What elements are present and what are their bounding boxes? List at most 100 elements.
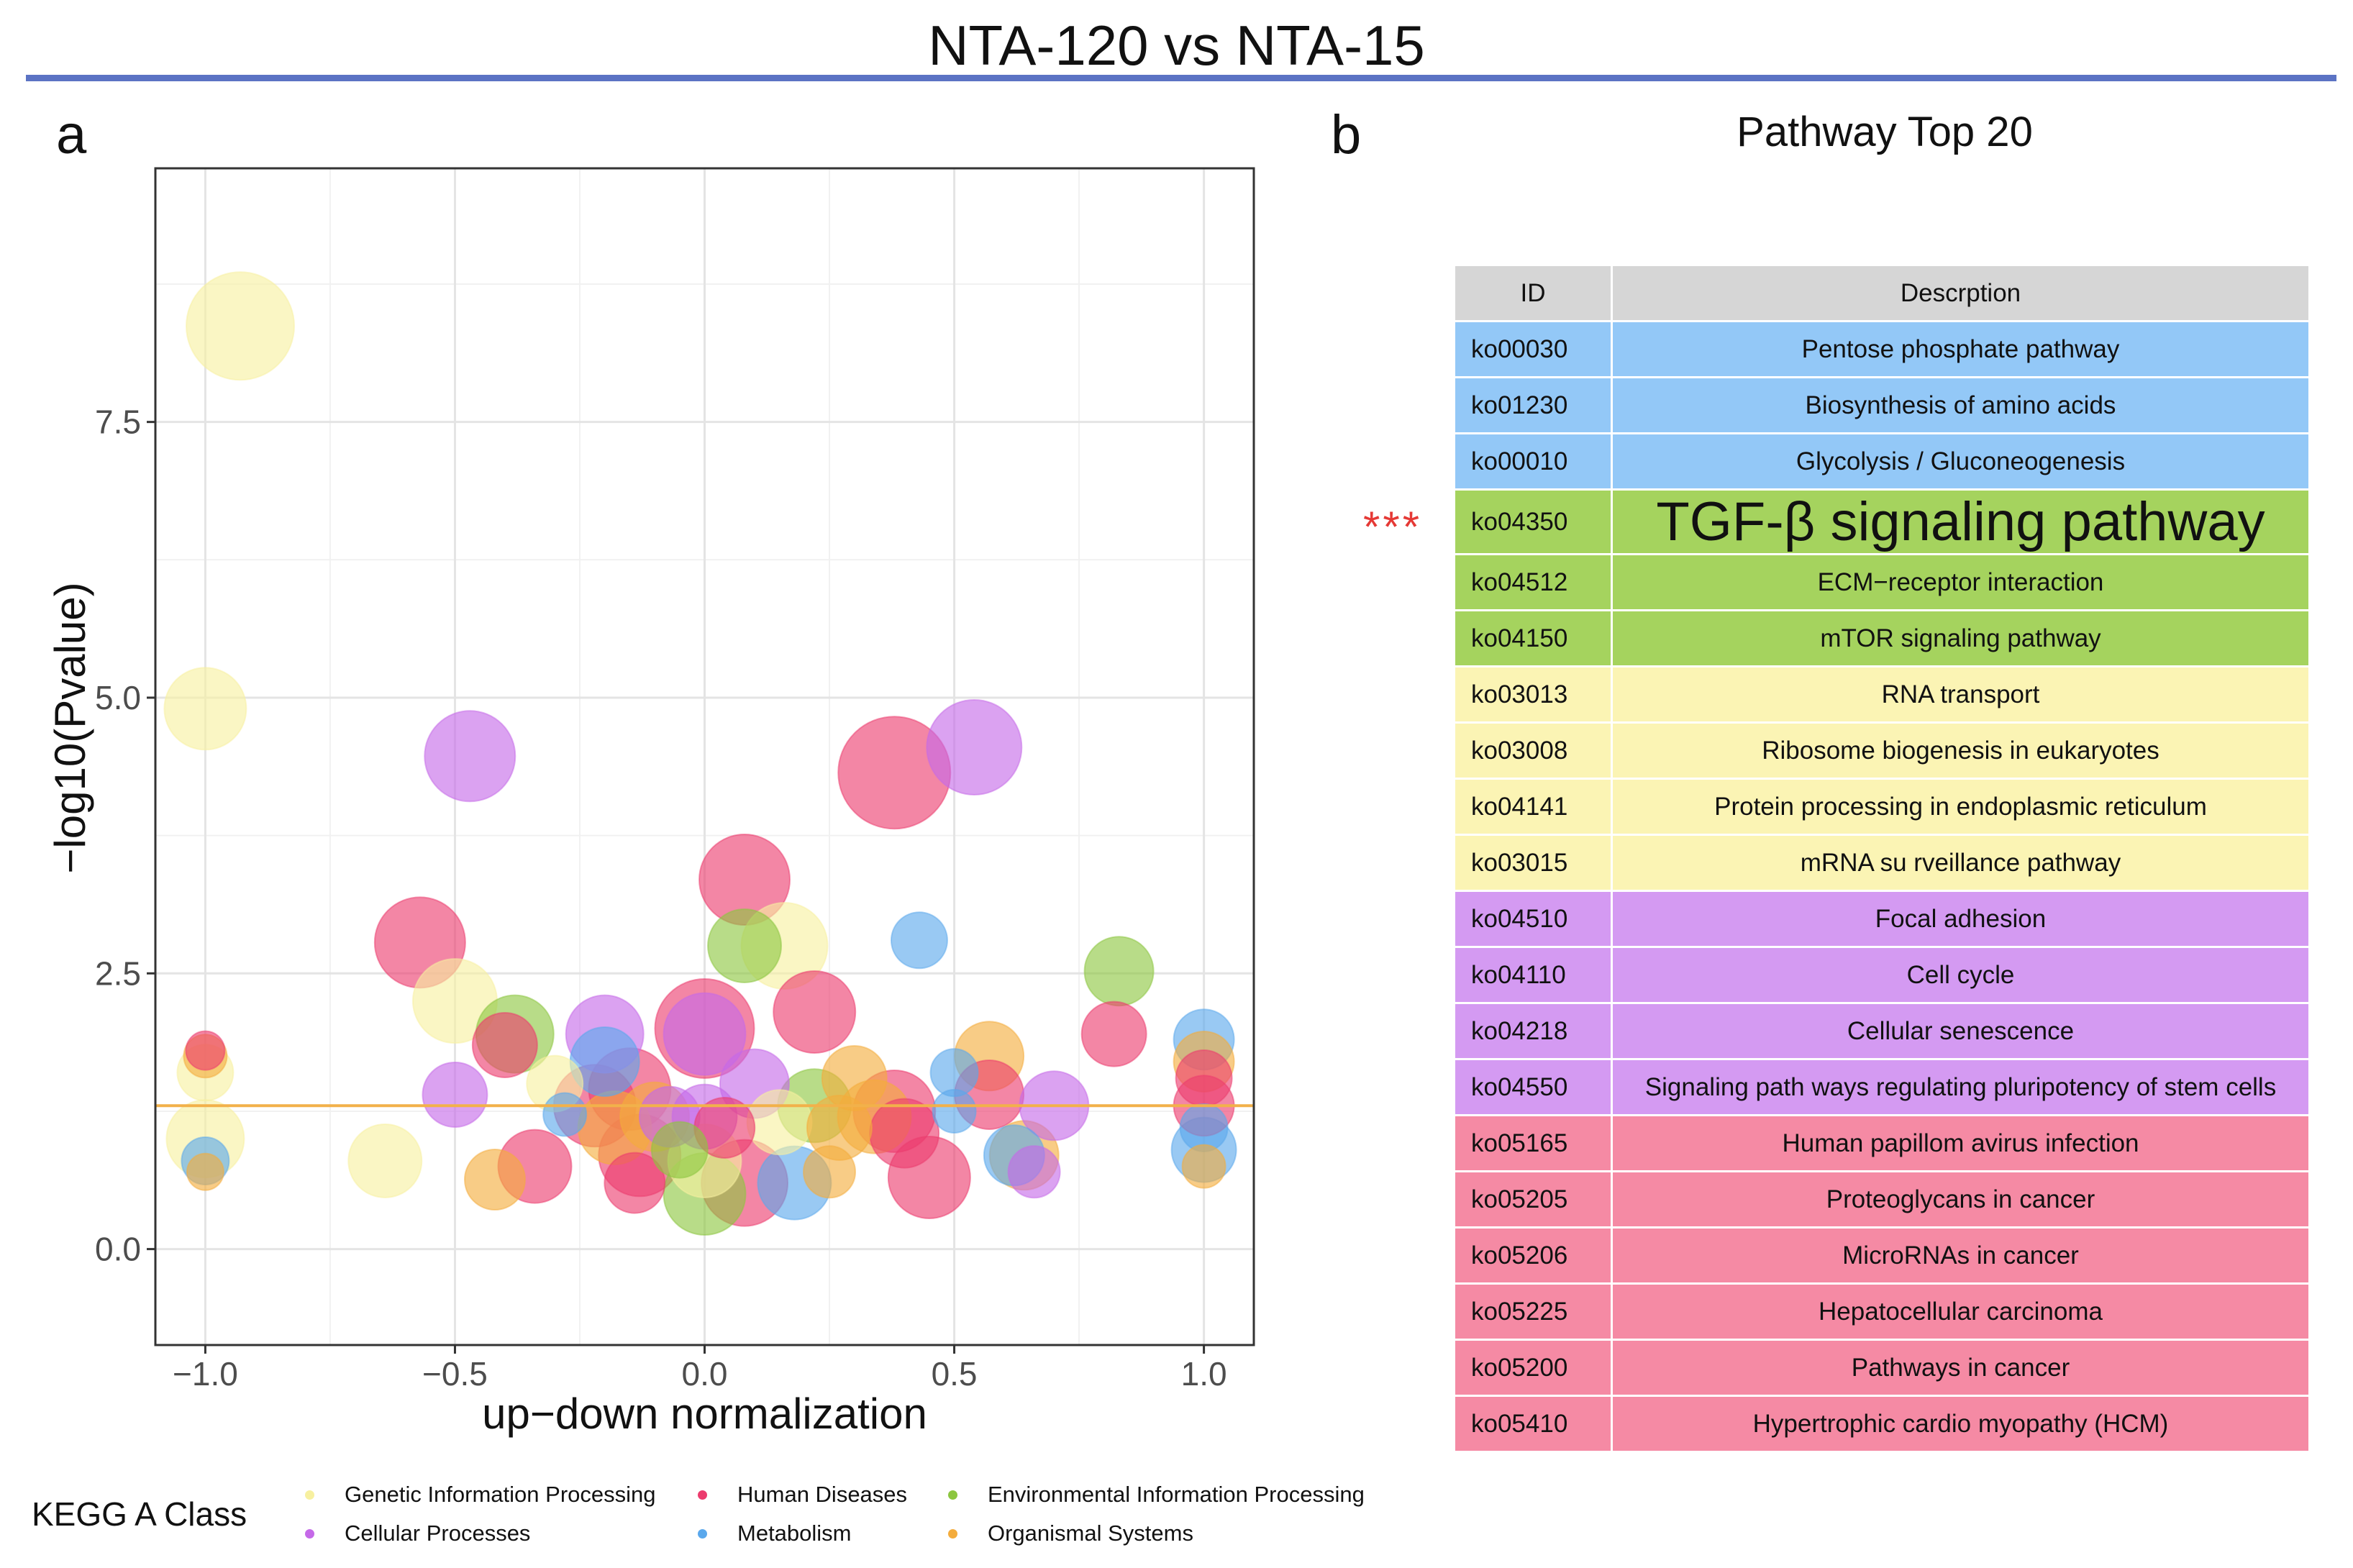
y-tick-label: 0.0 (95, 1231, 141, 1268)
y-tick-label: 2.5 (95, 954, 141, 992)
header-id: ID (1453, 264, 1613, 322)
table-row: ko05165 Human papillom avirus infection (1453, 1114, 2311, 1172)
pathway-id: ko04510 (1453, 890, 1613, 948)
legend-label: Organismal Systems (988, 1521, 1193, 1546)
pathway-table: ID Descrption ko00030 Pentose phosphate p… (1453, 264, 2311, 1453)
pathway-id: ko03013 (1453, 665, 1613, 724)
table-row: ko05200 Pathways in cancer (1453, 1339, 2311, 1397)
data-point (803, 1145, 857, 1199)
pathway-description: Glycolysis / Gluconeogenesis (1611, 432, 2311, 491)
legend-swatch (698, 1528, 707, 1539)
data-point (163, 667, 247, 751)
panel-a-label: a (56, 104, 87, 165)
pathway-id: ko04350 (1453, 488, 1613, 555)
axis-layer: −1.0 −0.5 0.0 0.5 1.0 0.0 2.5 5.0 7.5 up−down nor… (46, 404, 1227, 1438)
x-tick-label: −1.0 (173, 1355, 238, 1392)
data-point (185, 271, 295, 381)
pathway-id: ko05205 (1453, 1170, 1613, 1229)
y-tick-label: 7.5 (95, 404, 141, 441)
table-row: ko05206 MicroRNAs in cancer (1453, 1226, 2311, 1285)
pathway-description: Pathways in cancer (1611, 1339, 2311, 1397)
bubble-chart: −1.0 −0.5 0.0 0.5 1.0 0.0 2.5 5.0 7.5 up−down nor… (46, 167, 1255, 1438)
data-point (926, 698, 1023, 796)
pathway-description: ECM−receptor interaction (1611, 553, 2311, 611)
table-row: ko04550 Signaling path ways regulating pl… (1453, 1058, 2311, 1116)
pathway-description: Biosynthesis of amino acids (1611, 376, 2311, 434)
data-point (347, 1123, 423, 1198)
table-row: ko04110 Cell cycle (1453, 946, 2311, 1004)
data-point (746, 1089, 813, 1156)
legend-swatch (305, 1490, 314, 1500)
pathway-id: ko03015 (1453, 834, 1613, 892)
table-row: ko01230 Biosynthesis of amino acids (1453, 376, 2311, 434)
table-row: ko05205 Proteoglycans in cancer (1453, 1170, 2311, 1229)
data-point (463, 1149, 526, 1211)
data-point (186, 1152, 224, 1191)
pathway-description: Focal adhesion (1611, 890, 2311, 948)
x-tick-label: 0.0 (682, 1355, 728, 1392)
pathway-id: ko04512 (1453, 553, 1613, 611)
table-row: ko05410 Hypertrophic cardio myopathy (HCM… (1453, 1395, 2311, 1453)
pathway-id: ko04110 (1453, 946, 1613, 1004)
data-point (604, 1152, 666, 1214)
legend-item: Genetic Information Processing (305, 1482, 656, 1508)
legend-item: Organismal Systems (948, 1521, 1193, 1546)
pathway-description: Hypertrophic cardio myopathy (HCM) (1611, 1395, 2311, 1453)
data-point (185, 1030, 226, 1071)
pathway-id: ko05225 (1453, 1282, 1613, 1341)
data-point (707, 908, 783, 983)
legend-item: Cellular Processes (305, 1521, 530, 1546)
pathway-id: ko03008 (1453, 721, 1613, 780)
table-row: ko04512 ECM−receptor interaction (1453, 553, 2311, 611)
legend-swatch (948, 1490, 957, 1500)
data-point (650, 1121, 709, 1179)
table-row: ko04350 TGF-β signaling pathway (1453, 488, 2311, 555)
pathway-description: Signaling path ways regulating pluripote… (1611, 1058, 2311, 1116)
pathway-id: ko04218 (1453, 1002, 1613, 1060)
table-row: ko04141 Protein processing in endoplasmic… (1453, 778, 2311, 836)
pathway-description: Human papillom avirus infection (1611, 1114, 2311, 1172)
table-row: ko05225 Hepatocellular carcinoma (1453, 1282, 2311, 1341)
legend-label: Genetic Information Processing (345, 1482, 656, 1507)
legend-title: KEGG A Class (32, 1495, 247, 1533)
x-axis-label: up−down normalization (482, 1390, 927, 1438)
pathway-id: ko04550 (1453, 1058, 1613, 1116)
title-rule (26, 75, 2336, 81)
pathway-description: Cellular senescence (1611, 1002, 2311, 1060)
highlight-marker: *** (1363, 503, 1423, 551)
points-layer (163, 271, 1237, 1236)
data-point (663, 992, 747, 1076)
pathway-description: Ribosome biogenesis in eukaryotes (1611, 721, 2311, 780)
pathway-description: RNA transport (1611, 665, 2311, 724)
pathway-description: MicroRNAs in cancer (1611, 1226, 2311, 1285)
data-point (821, 1044, 888, 1111)
data-point (422, 1061, 488, 1128)
legend-item: Human Diseases (698, 1482, 907, 1508)
table-row: ko04510 Focal adhesion (1453, 890, 2311, 948)
pathway-id: ko05200 (1453, 1339, 1613, 1397)
panel-b-label: b (1331, 104, 1362, 165)
legend-label: Human Diseases (737, 1482, 908, 1507)
legend-label: Metabolism (737, 1521, 852, 1546)
data-point (471, 1011, 538, 1078)
data-point (1175, 1049, 1233, 1107)
pathway-id: ko05410 (1453, 1395, 1613, 1453)
table-header-row: ID Descrption (1453, 264, 2311, 322)
table-row: ko04218 Cellular senescence (1453, 1002, 2311, 1060)
pathway-description: Proteoglycans in cancer (1611, 1170, 2311, 1229)
table-row: ko03015 mRNA su rveillance pathway (1453, 834, 2311, 892)
legend-swatch (305, 1528, 314, 1539)
pathway-description: mTOR signaling pathway (1611, 609, 2311, 667)
pathway-description: Protein processing in endoplasmic reticu… (1611, 778, 2311, 836)
table-row: ko00030 Pentose phosphate pathway (1453, 320, 2311, 378)
x-tick-label: −0.5 (422, 1355, 488, 1392)
legend-item: Metabolism (698, 1521, 852, 1546)
pathway-id: ko05206 (1453, 1226, 1613, 1285)
data-point (424, 710, 516, 803)
table-row: ko00010 Glycolysis / Gluconeogenesis (1453, 432, 2311, 491)
pathway-id: ko04150 (1453, 609, 1613, 667)
data-point (890, 911, 948, 970)
pathway-id: ko05165 (1453, 1114, 1613, 1172)
x-tick-label: 1.0 (1181, 1355, 1227, 1392)
y-axis-label: −log10(Pvalue) (46, 582, 94, 873)
